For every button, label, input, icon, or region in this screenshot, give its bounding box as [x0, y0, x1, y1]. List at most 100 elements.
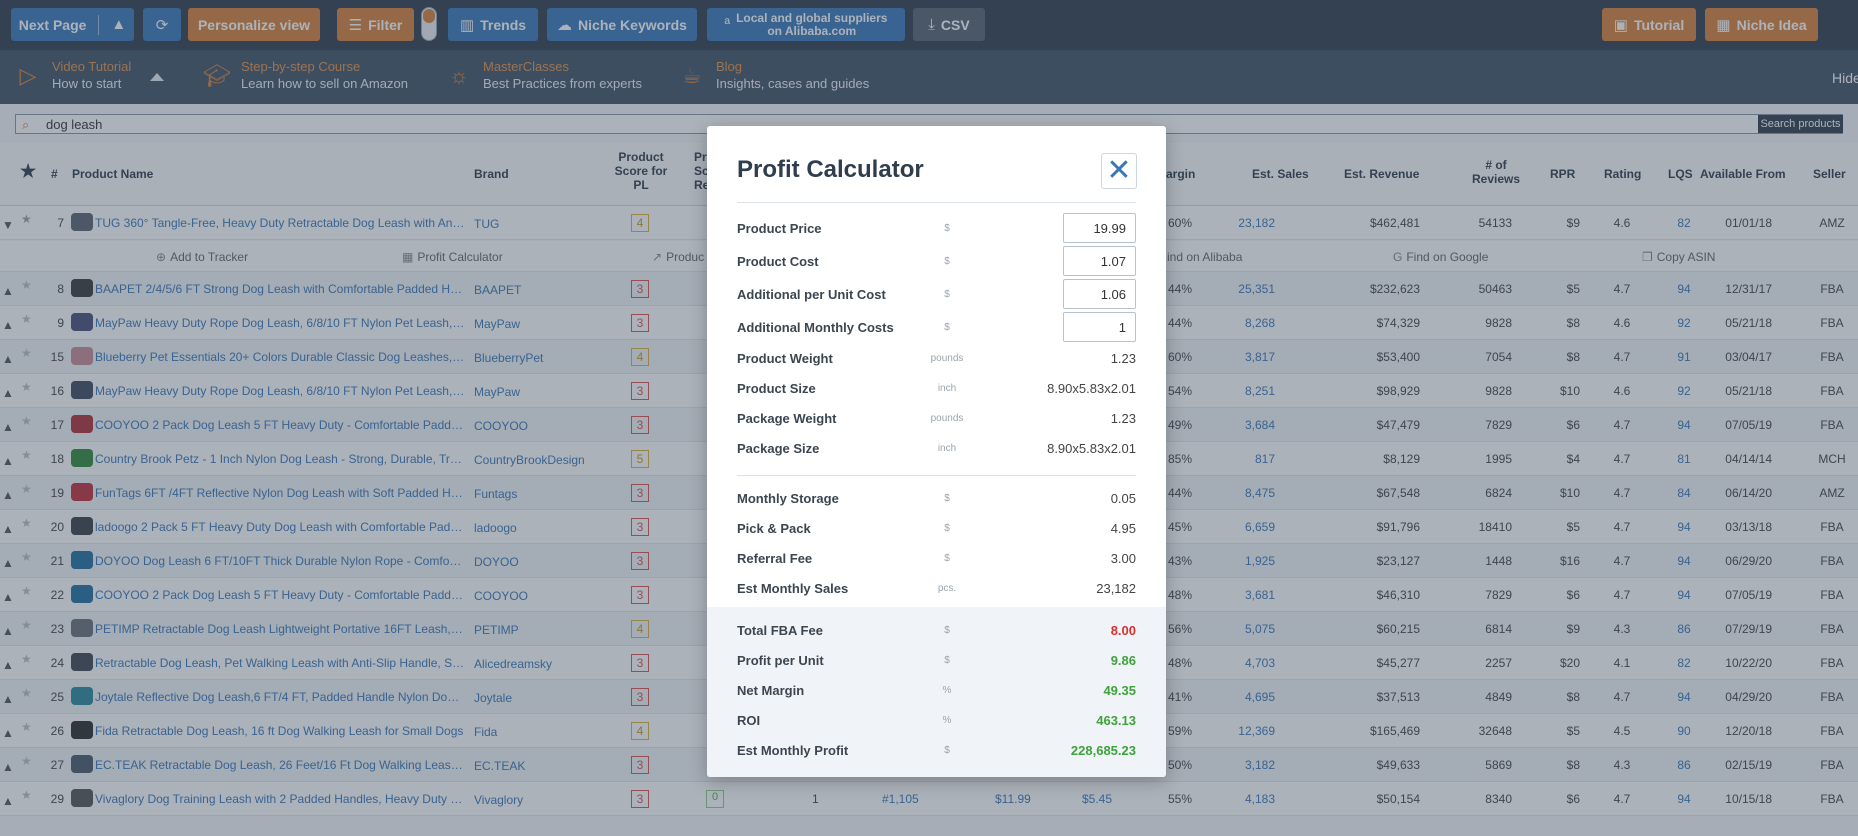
lqs-link[interactable]: 94 — [1677, 418, 1691, 432]
course-link[interactable]: 🎓︎ Step-by-step Course Learn how to sell… — [203, 59, 408, 92]
header-product-score[interactable]: Product Score for PL — [603, 150, 679, 192]
favorite-star-icon[interactable]: ★ — [21, 448, 32, 462]
lqs-link[interactable]: 92 — [1677, 316, 1691, 330]
expand-row-icon[interactable]: ▲ — [2, 726, 14, 740]
lqs-link[interactable]: 94 — [1677, 520, 1691, 534]
header-available-from[interactable]: Available From — [1700, 167, 1786, 181]
favorite-star-icon[interactable]: ★ — [21, 516, 32, 530]
lqs-link[interactable]: 86 — [1677, 758, 1691, 772]
brand-link[interactable]: ladoogo — [474, 521, 517, 535]
expand-row-icon[interactable]: ▲ — [2, 420, 14, 434]
favorite-star-icon[interactable]: ★ — [21, 652, 32, 666]
expand-row-icon[interactable]: ▲ — [2, 318, 14, 332]
expand-row-icon[interactable]: ▲ — [2, 284, 14, 298]
header-margin[interactable]: argin — [1166, 167, 1196, 181]
product-thumbnail[interactable] — [71, 483, 93, 501]
niche-keywords-button[interactable]: ☁ Niche Keywords — [547, 8, 697, 41]
alibaba-suppliers-button[interactable]: ª Local and global suppliers on Alibaba.c… — [707, 8, 905, 41]
lqs-link[interactable]: 82 — [1677, 216, 1691, 230]
product-thumbnail[interactable] — [71, 517, 93, 535]
favorite-star-icon[interactable]: ★ — [21, 346, 32, 360]
brand-link[interactable]: PETIMP — [474, 623, 519, 637]
favorite-star-icon[interactable]: ★ — [21, 720, 32, 734]
brand-link[interactable]: Alicedreamsky — [474, 657, 553, 671]
close-icon[interactable]: ✕ — [1101, 153, 1137, 189]
lqs-link[interactable]: 84 — [1677, 486, 1691, 500]
personalize-view-button[interactable]: Personalize view — [188, 8, 320, 41]
hide-learning-bar-link[interactable]: Hide — [1832, 70, 1858, 86]
product-thumbnail[interactable] — [71, 313, 93, 331]
next-page-button[interactable]: Next Page ▲ — [11, 8, 134, 41]
favorite-star-icon[interactable]: ★ — [21, 584, 32, 598]
expand-row-icon[interactable]: ▲ — [2, 454, 14, 468]
lqs-link[interactable]: 86 — [1677, 622, 1691, 636]
collapse-caret-icon[interactable] — [150, 73, 164, 81]
header-est-revenue[interactable]: Est. Revenue — [1344, 167, 1420, 181]
trends-button[interactable]: ▥ Trends — [448, 8, 538, 41]
favorite-star-icon[interactable]: ★ — [21, 312, 32, 326]
search-products-button[interactable]: Search products — [1758, 115, 1843, 133]
favorite-star-icon[interactable]: ★ — [21, 414, 32, 428]
refresh-button[interactable]: ⟳ — [143, 8, 181, 41]
est-sales-link[interactable]: 3,182 — [1244, 758, 1275, 772]
product-thumbnail[interactable] — [71, 415, 93, 433]
brand-link[interactable]: COOYOO — [474, 419, 529, 433]
product-thumbnail[interactable] — [71, 551, 93, 569]
header-reviews[interactable]: # of Reviews — [1466, 158, 1526, 186]
favorite-star-icon[interactable]: ★ — [21, 550, 32, 564]
header-product-name[interactable]: Product Name — [72, 167, 154, 181]
est-sales-link[interactable]: 3,684 — [1244, 418, 1275, 432]
est-sales-link[interactable]: 23,182 — [1238, 216, 1275, 230]
est-sales-link[interactable]: 6,659 — [1244, 520, 1275, 534]
header-rpr[interactable]: RPR — [1550, 167, 1576, 181]
brand-link[interactable]: Vivaglory — [474, 793, 524, 807]
brand-link[interactable]: Fida — [474, 725, 498, 739]
lqs-link[interactable]: 94 — [1677, 792, 1691, 806]
lqs-link[interactable]: 82 — [1677, 656, 1691, 670]
filter-toggle[interactable] — [421, 7, 437, 41]
search-input[interactable] — [46, 116, 1746, 132]
brand-link[interactable]: CountryBrookDesign — [474, 453, 585, 467]
header-lqs[interactable]: LQS — [1668, 167, 1693, 181]
lqs-link[interactable]: 94 — [1677, 588, 1691, 602]
product-thumbnail[interactable] — [71, 585, 93, 603]
filter-button[interactable]: ☰ Filter — [337, 8, 414, 41]
expand-row-icon[interactable]: ▲ — [2, 386, 14, 400]
brand-link[interactable]: Joytale — [474, 691, 513, 705]
blog-link[interactable]: ☕︎ Blog Insights, cases and guides — [678, 59, 869, 92]
header-brand[interactable]: Brand — [474, 167, 509, 181]
est-sales-link[interactable]: 4,703 — [1244, 656, 1275, 670]
product-thumbnail[interactable] — [71, 619, 93, 637]
brand-link[interactable]: COOYOO — [474, 589, 529, 603]
product-thumbnail[interactable] — [71, 721, 93, 739]
est-sales-link[interactable]: 12,369 — [1238, 724, 1275, 738]
product-thumbnail[interactable] — [71, 789, 93, 807]
est-sales-link[interactable]: 25,351 — [1238, 282, 1275, 296]
calc-input[interactable] — [1063, 312, 1136, 342]
favorite-star-icon[interactable]: ★ — [21, 482, 32, 496]
brand-link[interactable]: BAAPET — [474, 283, 522, 297]
brand-link[interactable]: MayPaw — [474, 317, 521, 331]
header-rating[interactable]: Rating — [1604, 167, 1642, 181]
est-sales-link[interactable]: 4,183 — [1244, 792, 1275, 806]
niche-idea-button[interactable]: ▦ Niche Idea — [1705, 8, 1818, 41]
est-sales-link[interactable]: 3,681 — [1244, 588, 1275, 602]
lqs-link[interactable]: 90 — [1677, 724, 1691, 738]
find-on-alibaba-action[interactable]: ind on Alibaba — [1167, 250, 1242, 264]
lqs-link[interactable]: 94 — [1677, 282, 1691, 296]
expand-row-icon[interactable]: ▲ — [2, 658, 14, 672]
calc-input[interactable] — [1063, 279, 1136, 309]
expand-row-icon[interactable]: ▲ — [2, 760, 14, 774]
expand-row-icon[interactable]: ▲ — [2, 488, 14, 502]
copy-asin-action[interactable]: ❐ Copy ASIN — [1642, 250, 1715, 264]
product-thumbnail[interactable] — [71, 381, 93, 399]
brand-link[interactable]: EC.TEAK — [474, 759, 526, 773]
header-num[interactable]: # — [51, 167, 58, 181]
calc-input[interactable] — [1063, 213, 1136, 243]
est-sales-link[interactable]: 1,925 — [1244, 554, 1275, 568]
expand-row-icon[interactable]: ▲ — [2, 692, 14, 706]
lqs-link[interactable]: 91 — [1677, 350, 1691, 364]
caret-up-icon[interactable]: ▲ — [111, 16, 127, 33]
expand-row-icon[interactable]: ▲ — [2, 522, 14, 536]
lqs-link[interactable]: 94 — [1677, 554, 1691, 568]
